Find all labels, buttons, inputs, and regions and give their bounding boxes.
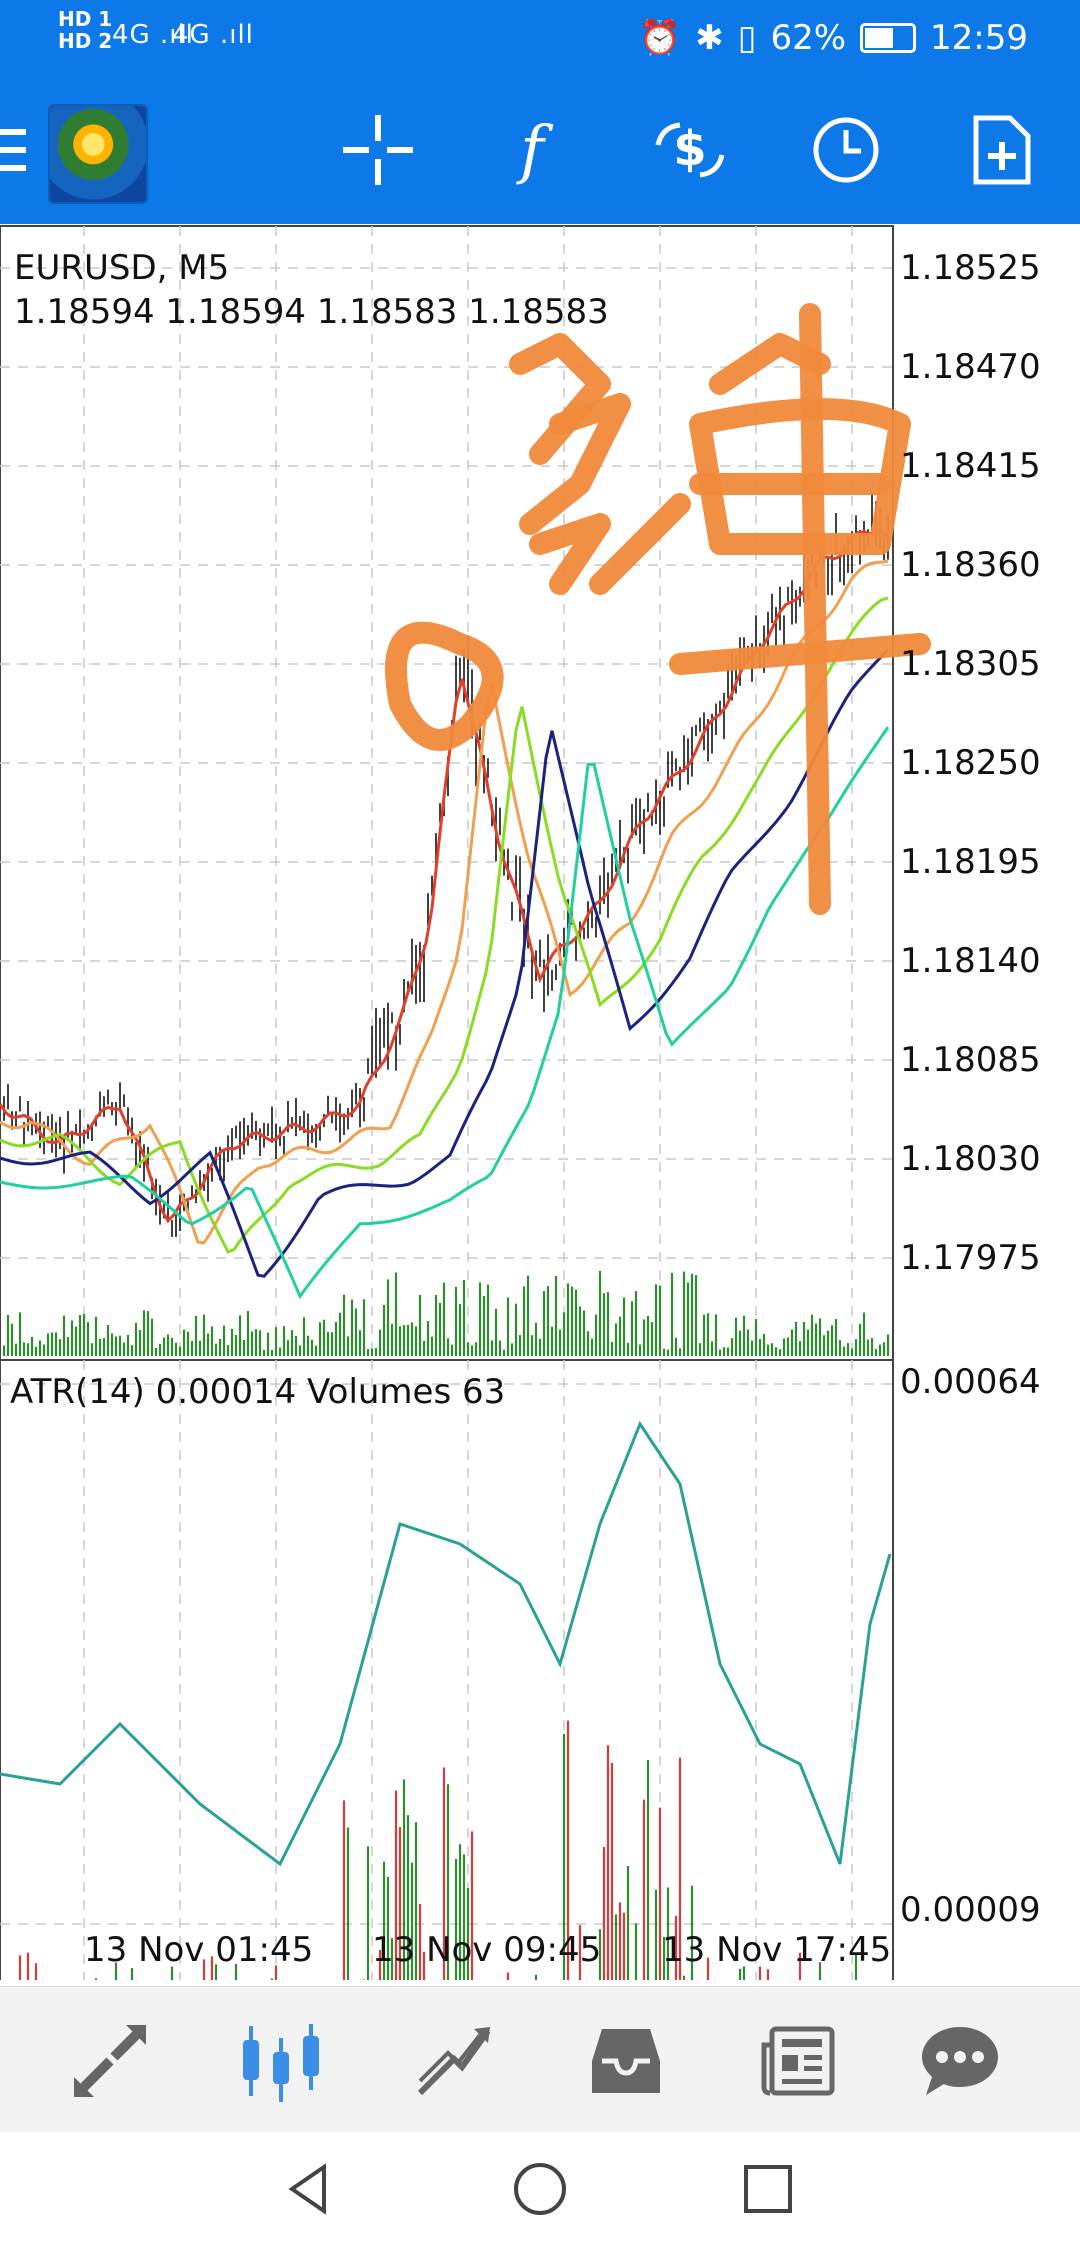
time-tick: 13 Nov 09:45 [372,1930,602,1970]
atr-line [0,1420,892,1867]
time-tick: 13 Nov 01:45 [84,1930,314,1970]
new-document-icon[interactable] [952,100,1052,200]
moving-average-line [0,559,889,1245]
indicator-tick: 0.00009 [900,1890,1041,1930]
chart-icon[interactable] [222,2013,342,2109]
battery-icon [860,23,917,53]
price-tick: 1.18195 [900,842,1041,882]
handwriting-stroke [519,393,631,535]
indicator-tick: 0.00064 [900,1362,1041,1402]
bluetooth-icon: ✱ [695,18,724,58]
battery-percent: 62% [770,18,847,58]
moving-average-line [0,648,890,1278]
quotes-icon[interactable] [50,2013,170,2109]
moving-average-line [0,596,889,1254]
clock-time: 12:59 [930,18,1028,58]
android-nav [0,2132,1080,2244]
signal1-icon: 4G .ıll [112,20,194,50]
price-tick: 1.18360 [900,545,1041,585]
signal2-icon: 4G .ıll [172,20,254,50]
indicator-frame [0,1359,894,1980]
alarm-icon: ⏰ [638,18,682,58]
bottom-nav [0,1986,1080,2133]
handwriting-stroke [689,398,911,555]
price-tick: 1.18305 [900,644,1041,684]
hd1-label: HD 1 [58,7,113,31]
price-tick: 1.18030 [900,1139,1041,1179]
sim-indicators: HD 1 HD 2 [58,8,112,52]
news-icon[interactable] [738,2013,858,2109]
recents-icon[interactable] [728,2154,808,2224]
time-tick: 13 Nov 17:45 [662,1930,892,1970]
clock-icon[interactable] [796,100,896,200]
menu-icon[interactable] [0,100,72,200]
price-tick: 1.17975 [900,1238,1041,1278]
crosshair-icon[interactable] [328,100,428,200]
moving-average-line [0,726,890,1300]
handwriting-stroke [529,513,611,595]
vibrate-icon: ▯ [737,18,757,58]
chat-icon[interactable] [900,2013,1020,2109]
handwriting-stroke [669,633,931,675]
indicator-label: ATR(14) 0.00014 Volumes 63 [10,1372,506,1412]
price-tick: 1.18085 [900,1040,1041,1080]
status-bar: HD 1 HD 2 4G .ıll 4G .ıll ⏰ ✱ ▯ 62% 12:5… [0,0,1080,80]
moving-average-line [0,530,890,1224]
trade-icon[interactable] [394,2013,514,2109]
handwriting-annotation [385,303,931,915]
price-tick: 1.18140 [900,941,1041,981]
function-icon[interactable]: f [520,113,544,187]
chart-canvas[interactable] [0,224,1080,1980]
chart-ohlc: 1.18594 1.18594 1.18583 1.18583 [14,292,609,332]
handwriting-stroke [385,621,504,751]
price-tick: 1.18415 [900,446,1041,486]
home-icon[interactable] [500,2154,580,2224]
chart-area[interactable] [0,224,1080,1980]
history-icon[interactable] [566,2013,686,2109]
handwriting-stroke [799,303,831,915]
back-icon[interactable] [270,2154,350,2224]
chart-symbol: EURUSD, M5 [14,248,230,288]
price-tick: 1.18525 [900,248,1041,288]
svg-text:$: $ [673,121,706,177]
trade-icon[interactable]: $ [640,100,740,200]
hd2-label: HD 2 [58,29,113,53]
toolbar: f $ [0,80,1080,224]
price-tick: 1.18250 [900,743,1041,783]
app-logo[interactable] [48,104,148,204]
price-tick: 1.18470 [900,347,1041,387]
handwriting-stroke [509,333,611,465]
handwriting-stroke [589,493,691,595]
status-right: ⏰ ✱ ▯ 62% 12:59 [639,18,1028,58]
